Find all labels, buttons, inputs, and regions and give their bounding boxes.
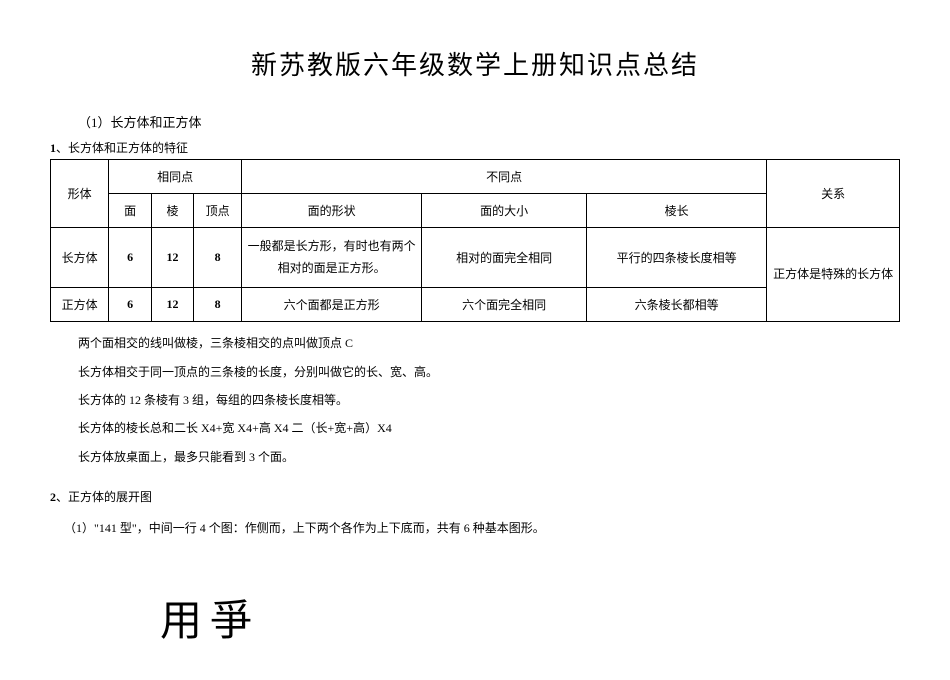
subsection-1: 1、长方体和正方体的特征 (50, 139, 900, 156)
r1-vertex: 8 (194, 228, 242, 288)
subsection-2-text: 、正方体的展开图 (56, 490, 152, 504)
th-vertex: 顶点 (194, 194, 242, 228)
paragraph-3: 长方体的 12 条棱有 3 组，每组的四条棱长度相等。 (50, 387, 900, 413)
r2-faceshape: 六个面都是正方形 (241, 288, 421, 322)
page-title: 新苏教版六年级数学上册知识点总结 (50, 45, 900, 82)
table-row: 形体 相同点 不同点 关系 (51, 160, 900, 194)
r2-facesize: 六个面完全相同 (422, 288, 586, 322)
th-same: 相同点 (109, 160, 242, 194)
r1-edge: 12 (151, 228, 193, 288)
subsection-2: 2、正方体的展开图 (50, 488, 900, 505)
table-row: 长方体 6 12 8 一般都是长方形，有时也有两个相对的面是正方形。 相对的面完… (51, 228, 900, 288)
r2-vertex: 8 (194, 288, 242, 322)
section-header-1: （1）长方体和正方体 (50, 112, 900, 131)
th-diff: 不同点 (241, 160, 766, 194)
r1-edgelen: 平行的四条棱长度相等 (586, 228, 766, 288)
r2-face: 6 (109, 288, 151, 322)
paragraph-5: 长方体放桌面上，最多只能看到 3 个面。 (50, 444, 900, 470)
r2-shape: 正方体 (51, 288, 109, 322)
r1-face: 6 (109, 228, 151, 288)
r2-edge: 12 (151, 288, 193, 322)
r1-shape: 长方体 (51, 228, 109, 288)
th-edgelen: 棱长 (586, 194, 766, 228)
th-relation: 关系 (767, 160, 900, 228)
th-facesize: 面的大小 (422, 194, 586, 228)
subsection-1-text: 、长方体和正方体的特征 (56, 141, 188, 155)
th-face: 面 (109, 194, 151, 228)
r2-edgelen: 六条棱长都相等 (586, 288, 766, 322)
r1-facesize: 相对的面完全相同 (422, 228, 586, 288)
r1-faceshape: 一般都是长方形，有时也有两个相对的面是正方形。 (241, 228, 421, 288)
features-table: 形体 相同点 不同点 关系 面 棱 顶点 面的形状 面的大小 棱长 长方体 6 … (50, 159, 900, 322)
th-shape: 形体 (51, 160, 109, 228)
th-faceshape: 面的形状 (241, 194, 421, 228)
paragraph-1: 两个面相交的线叫做棱，三条棱相交的点叫做顶点 C (50, 330, 900, 356)
paragraph-4: 长方体的棱长总和二长 X4+宽 X4+高 X4 二（长+宽+高）X4 (50, 415, 900, 441)
paragraph-6: （1）"141 型"，中间一行 4 个图：作侧而，上下两个各作为上下底而，共有 … (50, 515, 900, 541)
paragraph-2: 长方体相交于同一顶点的三条棱的长度，分别叫做它的长、宽、高。 (50, 359, 900, 385)
th-edge: 棱 (151, 194, 193, 228)
relation-cell: 正方体是特殊的长方体 (767, 228, 900, 322)
big-characters: 用爭 (160, 587, 900, 648)
